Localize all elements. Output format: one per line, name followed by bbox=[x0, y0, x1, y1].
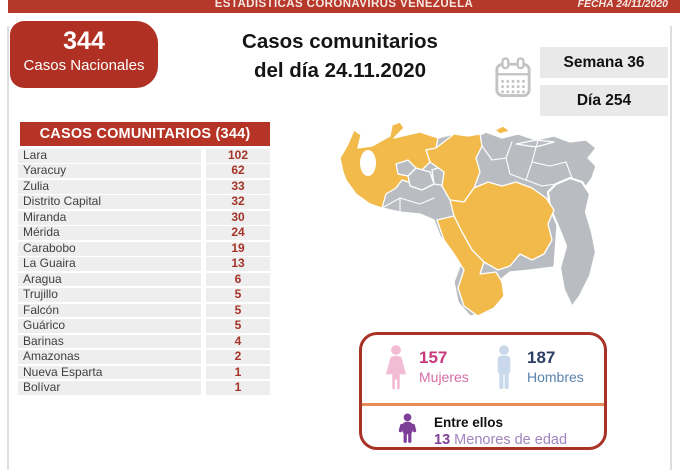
state-case-count: 13 bbox=[206, 257, 270, 271]
table-row: Distrito Capital 32 bbox=[18, 195, 270, 210]
table-row: Amazonas 2 bbox=[18, 350, 270, 364]
table-row: Mérida 24 bbox=[18, 226, 270, 241]
left-edge-line bbox=[7, 26, 9, 470]
state-name: Nueva Esparta bbox=[18, 365, 201, 380]
calendar-icon bbox=[494, 56, 532, 106]
minors-line: 13 Menores de edad bbox=[434, 431, 568, 448]
national-cases-count: 344 bbox=[63, 27, 105, 55]
table-row: Yaracuy 62 bbox=[18, 164, 270, 179]
state-case-count: 1 bbox=[206, 381, 270, 395]
state-name: Zulia bbox=[18, 179, 201, 194]
table-row: Barinas 4 bbox=[18, 334, 270, 349]
men-label: Hombres bbox=[527, 369, 584, 385]
table-row: Bolívar 1 bbox=[18, 381, 270, 395]
state-name: Aragua bbox=[18, 272, 201, 287]
state-case-count: 30 bbox=[206, 210, 270, 225]
child-icon bbox=[398, 413, 417, 443]
state-name: Lara bbox=[18, 149, 201, 163]
venezuela-map bbox=[340, 121, 598, 317]
day-badge: Día 254 bbox=[540, 85, 668, 116]
minors-count: 13 bbox=[434, 432, 451, 448]
women-count: 157 bbox=[419, 348, 448, 367]
state-name: Bolívar bbox=[18, 381, 201, 395]
women-label: Mujeres bbox=[419, 369, 469, 385]
women-stat: 157 Mujeres bbox=[382, 344, 490, 403]
state-name: Distrito Capital bbox=[18, 195, 201, 210]
state-case-count: 6 bbox=[206, 272, 270, 287]
state-case-count: 102 bbox=[206, 148, 270, 163]
table-row: Miranda 30 bbox=[18, 210, 270, 225]
header-title: ESTADÍSTICAS CORONAVIRUS VENEZUELA bbox=[214, 0, 474, 10]
state-name: La Guaira bbox=[18, 257, 201, 271]
state-name: Miranda bbox=[18, 210, 201, 225]
table-row: Nueva Esparta 1 bbox=[18, 365, 270, 380]
page-title-line1: Casos comunitarios bbox=[242, 30, 438, 53]
top-header-bar: ESTADÍSTICAS CORONAVIRUS VENEZUELA FECHA… bbox=[8, 0, 680, 13]
state-name: Amazonas bbox=[18, 350, 201, 364]
state-case-count: 33 bbox=[206, 179, 270, 194]
state-name: Mérida bbox=[18, 226, 201, 241]
woman-icon bbox=[385, 345, 407, 389]
state-name: Barinas bbox=[18, 334, 201, 349]
table-row: Aragua 6 bbox=[18, 272, 270, 287]
state-name: Trujillo bbox=[18, 288, 201, 302]
men-stat: 187 Hombres bbox=[490, 344, 598, 403]
table-row: Guárico 5 bbox=[18, 319, 270, 333]
table-row: Falcón 5 bbox=[18, 303, 270, 318]
state-case-count: 5 bbox=[206, 288, 270, 302]
state-case-count: 1 bbox=[206, 365, 270, 380]
right-edge-line bbox=[670, 26, 672, 470]
cases-table-header: CASOS COMUNITARIOS (344) bbox=[20, 122, 270, 146]
lake-maracaibo bbox=[360, 150, 376, 176]
state-case-count: 24 bbox=[206, 226, 270, 241]
cases-table-body: Lara 102 Yaracuy 62 Zulia 33 Distrito Capital 3… bbox=[18, 148, 270, 397]
state-case-count: 19 bbox=[206, 241, 270, 256]
state-case-count: 4 bbox=[206, 334, 270, 349]
national-cases-badge: 344 Casos Nacionales bbox=[10, 21, 158, 88]
table-row: La Guaira 13 bbox=[18, 257, 270, 271]
state-case-count: 2 bbox=[206, 350, 270, 364]
national-cases-label: Casos Nacionales bbox=[23, 57, 145, 74]
state-case-count: 62 bbox=[206, 164, 270, 179]
men-count: 187 bbox=[527, 348, 556, 367]
state-case-count: 32 bbox=[206, 195, 270, 210]
state-name: Falcón bbox=[18, 303, 201, 318]
week-badge: Semana 36 bbox=[540, 47, 668, 78]
demographics-box: 157 Mujeres 187 Hombres bbox=[359, 332, 607, 450]
gender-section: 157 Mujeres 187 Hombres bbox=[362, 335, 604, 403]
state-case-count: 5 bbox=[206, 319, 270, 333]
table-row: Zulia 33 bbox=[18, 179, 270, 194]
orange-divider bbox=[362, 403, 604, 406]
state-case-count: 5 bbox=[206, 303, 270, 318]
state-name: Guárico bbox=[18, 319, 201, 333]
header-date: FECHA 24/11/2020 bbox=[577, 0, 668, 10]
table-row: Trujillo 5 bbox=[18, 288, 270, 302]
page-title-line2: del día 24.11.2020 bbox=[253, 58, 427, 82]
table-row: Carabobo 19 bbox=[18, 241, 270, 256]
man-icon bbox=[497, 345, 511, 389]
minors-label: Menores de edad bbox=[454, 432, 568, 448]
minors-intro: Entre ellos bbox=[434, 415, 504, 430]
table-row: Lara 102 bbox=[18, 148, 270, 163]
minors-section: Entre ellos 13 Menores de edad bbox=[362, 406, 604, 448]
state-name: Yaracuy bbox=[18, 164, 201, 179]
page-title: Casos comunitarios del día 24.11.2020 bbox=[180, 28, 500, 85]
state-name: Carabobo bbox=[18, 241, 201, 256]
